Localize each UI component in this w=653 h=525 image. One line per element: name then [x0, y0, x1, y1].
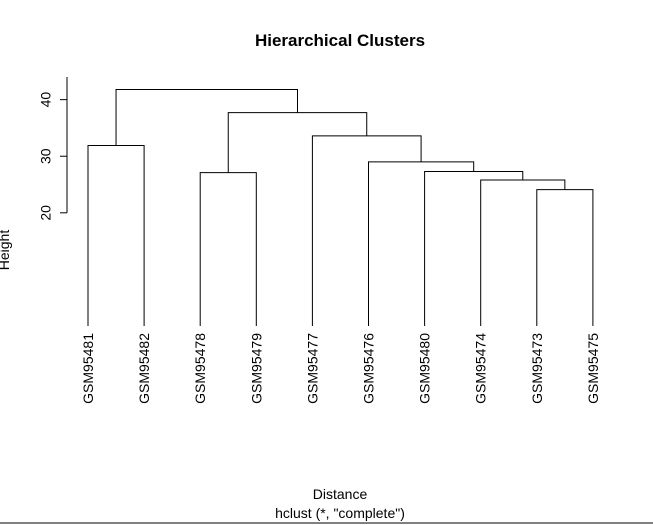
leaf-label: GSM95475 — [585, 333, 601, 404]
dendrogram-link — [115, 88, 298, 146]
dendrogram-link — [311, 135, 422, 326]
leaf-label: GSM95473 — [529, 333, 545, 404]
subtitle: hclust (*, "complete") — [275, 505, 405, 521]
leaf-label: GSM95482 — [136, 333, 152, 404]
y-tick-label: 40 — [38, 92, 54, 108]
dendrogram-link — [199, 172, 257, 326]
leaf-label: GSM95478 — [192, 333, 208, 404]
leaf-label: GSM95477 — [304, 333, 320, 404]
y-tick-label: 20 — [38, 205, 54, 221]
leaf-label: GSM95479 — [248, 333, 264, 404]
dendrogram-link — [424, 171, 524, 326]
y-axis-label: Height — [0, 230, 12, 271]
leaf-label: GSM95476 — [361, 333, 377, 404]
x-axis-label: Distance — [313, 486, 368, 502]
chart-title: Hierarchical Clusters — [255, 31, 425, 50]
leaf-label: GSM95474 — [473, 333, 489, 404]
y-tick-label: 30 — [38, 148, 54, 164]
leaf-label: GSM95481 — [80, 333, 96, 404]
dendrogram-link — [536, 189, 594, 326]
leaf-label: GSM95480 — [417, 333, 433, 404]
